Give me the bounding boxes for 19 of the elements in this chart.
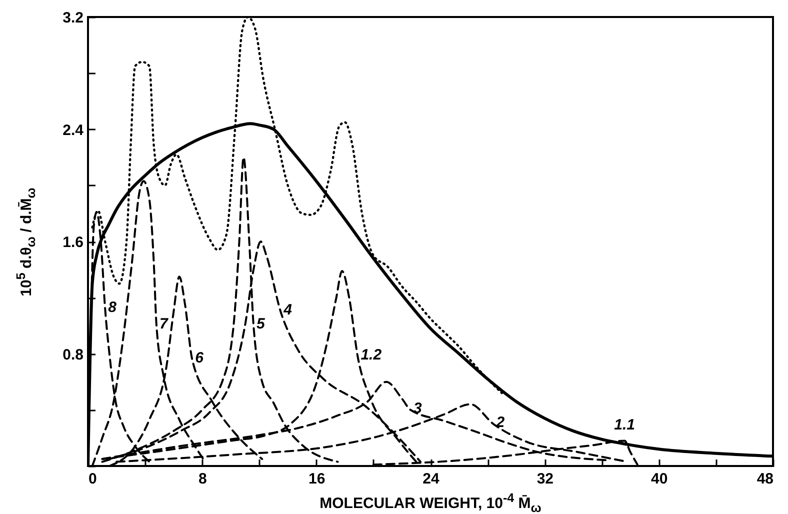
x-tick-label: 16	[308, 470, 326, 488]
series-label: 6	[195, 349, 204, 366]
series-label: 1.2	[360, 346, 382, 364]
y-tick-label: 0.8	[62, 346, 84, 364]
x-tick-label: 0	[88, 470, 97, 488]
x-tick-label: 8	[198, 470, 207, 488]
x-tick-label: 40	[650, 470, 668, 488]
series-label: 1.1	[614, 416, 636, 434]
x-tick-label: 48	[756, 470, 774, 488]
series-label: 4	[282, 302, 293, 319]
series-label: 8	[108, 298, 118, 316]
x-axis-title: MOLECULAR WEIGHT, 10$^{-4}$ M̄$_{ω}$	[318, 490, 542, 514]
series-label: 5	[256, 316, 266, 333]
series-label: 7	[160, 316, 168, 333]
y-tick-label: 1.6	[62, 234, 84, 251]
x-tick-label: 24	[422, 470, 440, 488]
y-tick-label: 2.4	[62, 122, 84, 139]
x-tick-label: 32	[536, 470, 554, 488]
y-tick-label: 3.2	[62, 10, 84, 26]
